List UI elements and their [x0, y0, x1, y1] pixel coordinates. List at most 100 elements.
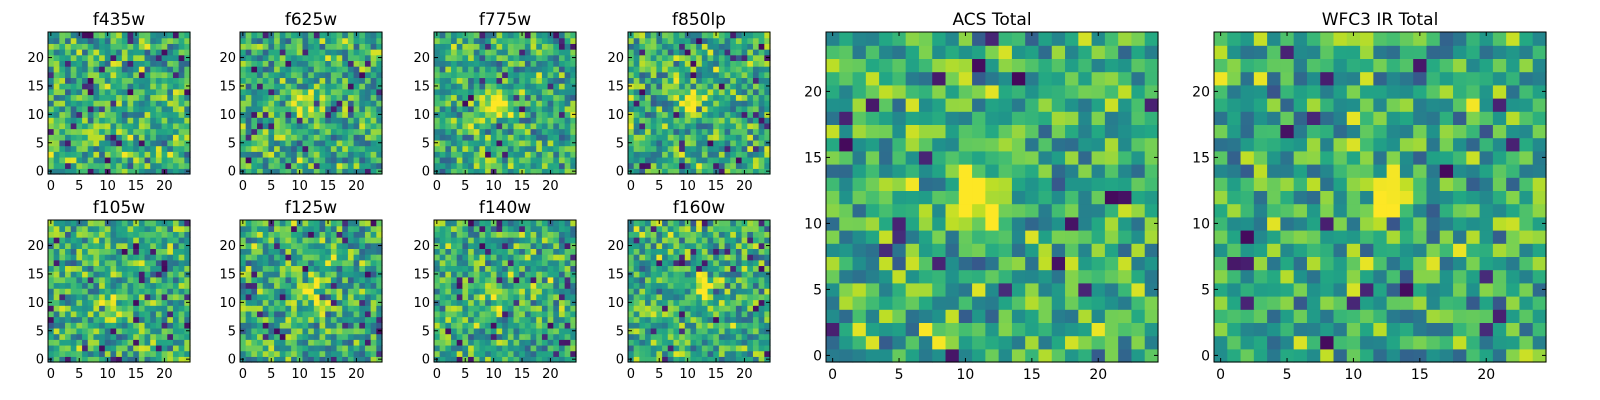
heatmap-cell [138, 94, 146, 101]
heatmap-cell [639, 60, 646, 67]
heatmap-cell [656, 288, 663, 295]
heatmap-cell [59, 117, 66, 124]
heatmap-cell [468, 122, 475, 130]
heatmap-cell [155, 168, 163, 175]
heatmap-cell [536, 162, 543, 169]
heatmap-cell [347, 156, 355, 164]
heatmap-cell [133, 162, 140, 169]
heatmap-cell [713, 100, 720, 107]
heatmap-cell [724, 117, 731, 124]
heatmap-cell [274, 122, 281, 130]
heatmap-cell [735, 299, 743, 306]
heatmap-cell [564, 151, 571, 158]
heatmap-cell [690, 122, 697, 130]
heatmap-cell [564, 117, 571, 124]
heatmap-cell [313, 77, 321, 84]
heatmap-cell [257, 265, 264, 272]
heatmap-cell [336, 117, 343, 124]
heatmap-cell [161, 225, 168, 232]
heatmap-cell [696, 43, 703, 50]
heatmap-cell [376, 248, 383, 255]
heatmap-cell [633, 60, 640, 67]
heatmap-cell [564, 77, 571, 84]
heatmap-cell [724, 49, 731, 56]
heatmap-cell [262, 339, 269, 346]
heatmap-cell [313, 100, 321, 107]
heatmap-cell [155, 71, 163, 79]
heatmap-cell [524, 299, 532, 306]
heatmap-cell [245, 299, 252, 306]
heatmap-cell [519, 327, 526, 335]
heatmap-cell [639, 293, 646, 301]
heatmap-cell [104, 344, 112, 352]
heatmap-cell [245, 139, 252, 147]
heatmap-cell [257, 100, 264, 107]
heatmap-cell [376, 94, 383, 101]
heatmap-cell [530, 54, 537, 61]
heatmap-cell [99, 162, 106, 169]
heatmap-cell [48, 117, 55, 124]
heatmap-cell [342, 356, 349, 363]
heatmap-cell [633, 168, 640, 175]
heatmap-cell [150, 134, 157, 141]
heatmap-cell [502, 322, 509, 329]
heatmap-cell [296, 134, 304, 141]
heatmap-cell [536, 60, 543, 67]
heatmap-cell [456, 259, 463, 267]
heatmap-cell [524, 350, 532, 357]
heatmap-cell [99, 282, 106, 289]
heatmap-cell [434, 162, 441, 169]
heatmap-cell [370, 282, 377, 289]
heatmap-cell [656, 151, 663, 158]
heatmap-cell [353, 225, 360, 232]
heatmap-cell [70, 305, 77, 312]
heatmap-cell [364, 88, 372, 96]
heatmap-cell [445, 117, 452, 124]
heatmap-cell [541, 271, 549, 278]
heatmap-cell [570, 220, 577, 227]
heatmap-cell [251, 43, 258, 50]
heatmap-cell [285, 54, 292, 61]
heatmap-cell [485, 310, 492, 318]
heatmap-cell [370, 293, 377, 301]
heatmap-cell [116, 54, 123, 61]
heatmap-cell [336, 231, 343, 238]
heatmap-cell [87, 77, 95, 84]
heatmap-cell [110, 310, 117, 318]
heatmap-cell [764, 305, 771, 312]
heatmap-cell [718, 111, 726, 118]
heatmap-cell [257, 271, 264, 278]
heatmap-cell [558, 237, 566, 244]
heatmap-cell [291, 322, 298, 329]
heatmap-cell [342, 151, 349, 158]
heatmap-cell [251, 220, 258, 227]
heatmap-cell [462, 77, 469, 84]
heatmap-cell [479, 66, 486, 73]
heatmap-cell [65, 305, 72, 312]
heatmap-cell [285, 71, 292, 79]
heatmap-cell [490, 288, 498, 295]
heatmap-cell [558, 305, 566, 312]
heatmap-cell [144, 83, 151, 90]
heatmap-cell [251, 248, 258, 255]
heatmap-cell [741, 139, 748, 147]
heatmap-cell [758, 88, 765, 96]
heatmap-cell [507, 105, 515, 113]
heatmap-cell [161, 327, 168, 335]
heatmap-cell [127, 43, 134, 50]
heatmap-cell [502, 225, 509, 232]
heatmap-cell [667, 282, 675, 289]
heatmap-cell [274, 128, 281, 135]
heatmap-cell [104, 271, 112, 278]
heatmap-cell [747, 134, 754, 141]
heatmap-cell [291, 77, 298, 84]
heatmap-cell [507, 276, 515, 284]
heatmap-cell [667, 43, 675, 50]
heatmap-cell [558, 356, 566, 363]
heatmap-cell [730, 66, 737, 73]
heatmap-cell [364, 293, 372, 301]
heatmap-cell [257, 83, 264, 90]
heatmap-cell [570, 339, 577, 346]
heatmap-cell [468, 145, 475, 152]
heatmap-cell [347, 162, 355, 169]
